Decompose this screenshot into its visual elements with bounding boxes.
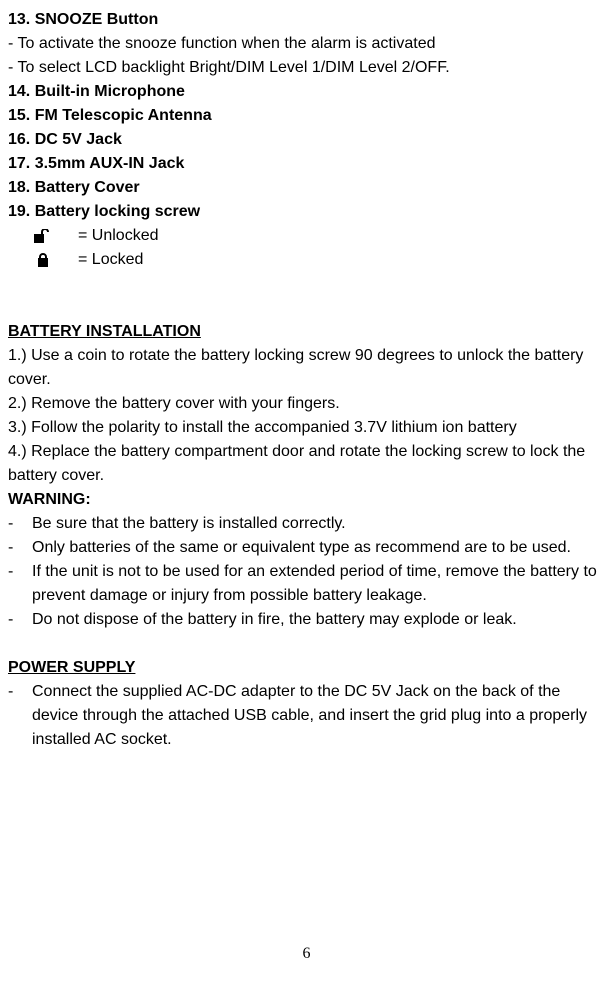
lock-unlocked-label: = Unlocked <box>78 227 159 245</box>
item-14-num: 14. <box>8 83 30 100</box>
lock-open-icon <box>8 229 78 243</box>
item-14-title: Built-in Microphone <box>35 83 185 100</box>
item-17-num: 17. <box>8 155 30 172</box>
item-13-heading: 13. SNOOZE Button <box>8 8 605 32</box>
spacer <box>8 272 605 320</box>
item-13-num: 13. <box>8 11 30 28</box>
lock-locked-row: = Locked <box>8 248 605 272</box>
warning-3-text: If the unit is not to be used for an ext… <box>32 560 605 608</box>
spacer <box>8 632 605 656</box>
warning-4-text: Do not dispose of the battery in fire, t… <box>32 608 605 632</box>
item-17-heading: 17. 3.5mm AUX-IN Jack <box>8 152 605 176</box>
item-16-title: DC 5V Jack <box>35 131 122 148</box>
item-19-heading: 19. Battery locking screw <box>8 200 605 224</box>
item-16-num: 16. <box>8 131 30 148</box>
power-bullet-1: - Connect the supplied AC-DC adapter to … <box>8 680 605 752</box>
bullet-dash: - <box>8 536 32 560</box>
warning-1: - Be sure that the battery is installed … <box>8 512 605 536</box>
bullet-dash: - <box>8 512 32 536</box>
item-13-desc-1: - To activate the snooze function when t… <box>8 32 605 56</box>
item-15-num: 15. <box>8 107 30 124</box>
manual-page: 13. SNOOZE Button - To activate the snoo… <box>0 0 613 983</box>
bullet-dash: - <box>8 608 32 632</box>
lock-locked-label: = Locked <box>78 251 143 269</box>
item-13-desc-2: - To select LCD backlight Bright/DIM Lev… <box>8 56 605 80</box>
item-19-num: 19. <box>8 203 30 220</box>
bullet-dash: - <box>8 560 32 608</box>
warning-1-text: Be sure that the battery is installed co… <box>32 512 605 536</box>
power-bullet-1-text: Connect the supplied AC-DC adapter to th… <box>32 680 605 752</box>
lock-closed-icon <box>8 253 78 267</box>
item-18-title: Battery Cover <box>35 179 140 196</box>
item-19-title: Battery locking screw <box>35 203 200 220</box>
warning-4: - Do not dispose of the battery in fire,… <box>8 608 605 632</box>
warning-label: WARNING: <box>8 488 605 512</box>
warning-2: - Only batteries of the same or equivale… <box>8 536 605 560</box>
warning-3: - If the unit is not to be used for an e… <box>8 560 605 608</box>
item-18-heading: 18. Battery Cover <box>8 176 605 200</box>
lock-unlocked-row: = Unlocked <box>8 224 605 248</box>
item-13-title: SNOOZE Button <box>35 11 159 28</box>
battery-step-4: 4.) Replace the battery compartment door… <box>8 440 605 488</box>
bullet-dash: - <box>8 680 32 752</box>
item-18-num: 18. <box>8 179 30 196</box>
item-14-heading: 14. Built-in Microphone <box>8 80 605 104</box>
item-16-heading: 16. DC 5V Jack <box>8 128 605 152</box>
battery-step-1: 1.) Use a coin to rotate the battery loc… <box>8 344 605 392</box>
power-heading: POWER SUPPLY <box>8 656 605 680</box>
battery-step-3: 3.) Follow the polarity to install the a… <box>8 416 605 440</box>
battery-heading: BATTERY INSTALLATION <box>8 320 605 344</box>
battery-step-2: 2.) Remove the battery cover with your f… <box>8 392 605 416</box>
item-15-title: FM Telescopic Antenna <box>35 107 212 124</box>
item-17-title: 3.5mm AUX-IN Jack <box>35 155 185 172</box>
page-number: 6 <box>0 945 613 963</box>
warning-2-text: Only batteries of the same or equivalent… <box>32 536 605 560</box>
item-15-heading: 15. FM Telescopic Antenna <box>8 104 605 128</box>
